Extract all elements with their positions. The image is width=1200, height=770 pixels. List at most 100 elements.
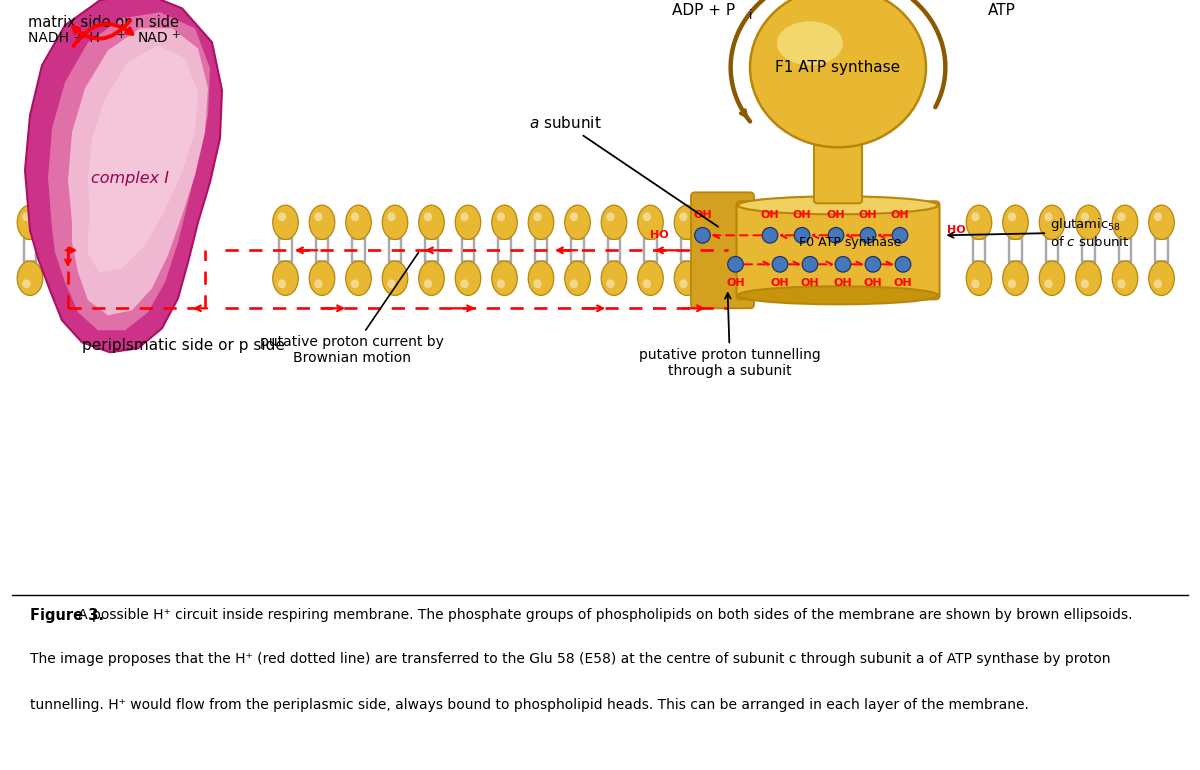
Ellipse shape: [679, 213, 688, 221]
Circle shape: [860, 227, 876, 243]
Ellipse shape: [643, 280, 652, 288]
Circle shape: [773, 256, 788, 272]
Ellipse shape: [710, 261, 737, 296]
Ellipse shape: [310, 205, 335, 239]
Ellipse shape: [1003, 205, 1028, 239]
Ellipse shape: [679, 280, 688, 288]
Text: glutamic$_{58}$
of $c$ subunit: glutamic$_{58}$ of $c$ subunit: [948, 216, 1129, 249]
Ellipse shape: [277, 213, 286, 221]
Ellipse shape: [528, 205, 553, 239]
Ellipse shape: [1039, 205, 1064, 239]
Ellipse shape: [528, 261, 553, 296]
Ellipse shape: [674, 261, 700, 296]
Ellipse shape: [455, 205, 481, 239]
Text: OH: OH: [770, 278, 790, 288]
Circle shape: [828, 227, 844, 243]
Text: OH: OH: [761, 210, 779, 220]
Text: complex I: complex I: [91, 171, 169, 186]
Text: OH: OH: [827, 210, 845, 220]
Ellipse shape: [637, 205, 664, 239]
Text: OH: OH: [864, 278, 882, 288]
Ellipse shape: [23, 280, 30, 288]
Circle shape: [727, 256, 743, 272]
Text: HO: HO: [650, 230, 668, 240]
Ellipse shape: [419, 205, 444, 239]
Ellipse shape: [346, 261, 371, 296]
Text: OH: OH: [793, 210, 811, 220]
Ellipse shape: [272, 261, 299, 296]
Ellipse shape: [715, 280, 724, 288]
FancyBboxPatch shape: [691, 192, 754, 308]
Ellipse shape: [1112, 205, 1138, 239]
Ellipse shape: [1148, 205, 1175, 239]
Ellipse shape: [606, 213, 614, 221]
Text: OH: OH: [694, 210, 712, 220]
Ellipse shape: [643, 213, 652, 221]
Ellipse shape: [492, 205, 517, 239]
Ellipse shape: [388, 280, 396, 288]
Text: OH: OH: [890, 210, 910, 220]
Ellipse shape: [966, 205, 991, 239]
Ellipse shape: [424, 213, 432, 221]
Text: i: i: [749, 9, 752, 22]
Ellipse shape: [601, 205, 626, 239]
Ellipse shape: [565, 205, 590, 239]
Ellipse shape: [1044, 213, 1052, 221]
Ellipse shape: [383, 205, 408, 239]
Ellipse shape: [1008, 280, 1016, 288]
Text: +: +: [116, 30, 125, 40]
Ellipse shape: [492, 261, 517, 296]
Ellipse shape: [1044, 280, 1052, 288]
Circle shape: [794, 227, 810, 243]
Ellipse shape: [971, 213, 979, 221]
Text: OH: OH: [894, 278, 912, 288]
FancyBboxPatch shape: [814, 142, 862, 203]
Ellipse shape: [1153, 280, 1162, 288]
Circle shape: [865, 256, 881, 272]
Text: OH: OH: [800, 278, 820, 288]
Ellipse shape: [461, 280, 468, 288]
Ellipse shape: [570, 213, 578, 221]
Ellipse shape: [23, 213, 30, 221]
Circle shape: [695, 227, 710, 243]
Ellipse shape: [1117, 280, 1126, 288]
Polygon shape: [25, 0, 222, 353]
FancyBboxPatch shape: [737, 201, 940, 300]
Polygon shape: [88, 45, 198, 273]
Text: OH: OH: [859, 210, 877, 220]
Ellipse shape: [715, 213, 724, 221]
Text: A possible H⁺ circuit inside respiring membrane. The phosphate groups of phospho: A possible H⁺ circuit inside respiring m…: [30, 608, 1133, 622]
Circle shape: [762, 227, 778, 243]
Ellipse shape: [1039, 261, 1064, 296]
Ellipse shape: [497, 213, 505, 221]
Ellipse shape: [314, 280, 323, 288]
Ellipse shape: [1075, 261, 1102, 296]
Text: OH: OH: [834, 278, 852, 288]
Text: periplsmatic side or p side: periplsmatic side or p side: [82, 338, 284, 353]
Ellipse shape: [750, 0, 926, 147]
Ellipse shape: [1117, 213, 1126, 221]
Ellipse shape: [601, 261, 626, 296]
Ellipse shape: [272, 205, 299, 239]
Ellipse shape: [637, 261, 664, 296]
Polygon shape: [68, 28, 208, 315]
Ellipse shape: [388, 213, 396, 221]
Ellipse shape: [565, 261, 590, 296]
Ellipse shape: [314, 213, 323, 221]
Text: NAD: NAD: [138, 32, 169, 45]
Text: putative proton current by
Brownian motion: putative proton current by Brownian moti…: [260, 253, 444, 365]
Ellipse shape: [533, 213, 541, 221]
Ellipse shape: [1148, 261, 1175, 296]
Ellipse shape: [310, 261, 335, 296]
Ellipse shape: [738, 196, 938, 214]
Ellipse shape: [738, 286, 938, 304]
Ellipse shape: [1153, 213, 1162, 221]
Ellipse shape: [674, 205, 700, 239]
Circle shape: [835, 256, 851, 272]
Text: F1 ATP synthase: F1 ATP synthase: [775, 60, 900, 75]
Ellipse shape: [971, 280, 979, 288]
Ellipse shape: [1008, 213, 1016, 221]
Text: Figure 3.: Figure 3.: [30, 608, 104, 623]
Ellipse shape: [17, 205, 43, 239]
Ellipse shape: [966, 261, 991, 296]
